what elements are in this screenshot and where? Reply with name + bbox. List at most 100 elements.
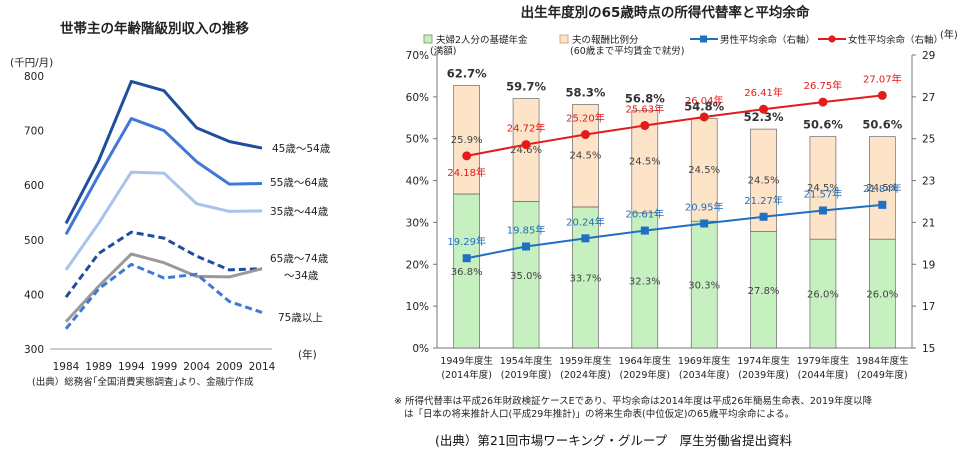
female-value-label: 26.75年: [804, 79, 843, 92]
bar-basic-pension-label: 35.0%: [510, 271, 542, 282]
left-x-axis-label: (年): [298, 348, 317, 361]
bar-basic-pension-label: 26.0%: [807, 290, 839, 301]
left-series-line: [64, 230, 263, 299]
left-series-line: [64, 262, 263, 330]
bar-basic-pension: [750, 231, 777, 349]
bar-basic-pension: [631, 212, 659, 349]
right-left-tick-label: 20%: [406, 259, 429, 271]
bar-total-label: 59.7%: [506, 80, 546, 94]
legend-marker-female: [828, 35, 836, 43]
female-marker: [818, 97, 828, 107]
left-series-line: [64, 117, 263, 236]
bar-basic-pension-label: 26.0%: [866, 290, 898, 301]
female-value-label: 24.18年: [447, 166, 486, 179]
x-category-sublabel: (2029年度): [620, 369, 671, 381]
x-category-sublabel: (2039年度): [738, 369, 789, 381]
left-x-tick-label: 2009: [216, 361, 243, 373]
legend-label-earnings: 夫の報酬比例分: [572, 34, 639, 46]
right-left-tick-label: 30%: [406, 217, 429, 229]
x-category-sublabel: (2044年度): [798, 369, 849, 381]
right-right-tick-label: 23: [922, 176, 935, 188]
bar-earnings: [572, 104, 599, 208]
bar-basic-pension: [453, 193, 480, 349]
left-chart-title: 世帯主の年齢階級別収入の推移: [60, 20, 249, 37]
x-category-label: 1974年度生: [737, 355, 790, 367]
legend-sub-basic-pension: (満額): [430, 45, 456, 57]
bar-earnings: [809, 136, 837, 240]
male-value-label: 21.27年: [744, 194, 783, 207]
left-series-line: [64, 79, 263, 225]
female-marker: [462, 151, 472, 161]
female-marker: [877, 90, 887, 100]
bar-earnings-label: 24.5%: [688, 165, 720, 176]
left-source-note: (出典）総務省｢全国消費実態調査｣より、金融庁作成: [32, 377, 254, 388]
right-chart-title: 出生年度別の65歳時点の所得代替率と平均余命: [521, 4, 810, 21]
male-value-label: 19.29年: [447, 235, 486, 248]
male-marker: [581, 234, 590, 243]
female-value-label: 26.41年: [744, 86, 783, 99]
male-value-label: 21.84年: [863, 182, 902, 195]
right-right-tick-label: 27: [922, 92, 935, 104]
bar-earnings-label: 24.5%: [570, 151, 602, 162]
x-category-sublabel: (2014年度): [441, 369, 492, 381]
right-left-tick-label: 50%: [406, 134, 429, 146]
right-right-tick-label: 17: [922, 301, 935, 313]
legend-sub-earnings: (60歳まで平均賃金で就労): [570, 45, 685, 57]
male-marker: [818, 206, 827, 215]
left-y-tick-label: 400: [24, 289, 44, 301]
right-footnote-2: は「日本の将来推計人口(平成29年推計)」の将来生命表(中位仮定)の65歳平均余…: [404, 409, 795, 420]
male-marker: [700, 219, 709, 228]
male-value-label: 20.61年: [625, 208, 664, 221]
left-y-axis-label: (千円/月): [10, 57, 53, 69]
left-x-tick-label: 1984: [53, 361, 80, 373]
male-value-label: 20.24年: [566, 215, 605, 228]
bar-earnings-label: 24.5%: [807, 183, 839, 194]
x-category-sublabel: (2024年度): [560, 369, 611, 381]
male-value-label: 20.95年: [685, 200, 724, 213]
left-x-tick-label: 1989: [85, 361, 112, 373]
x-category-label: 1979年度生: [797, 355, 850, 367]
bar-basic-pension: [869, 238, 896, 349]
bar-earnings-label: 25.9%: [451, 135, 483, 146]
bar-total-label: 58.3%: [565, 85, 605, 99]
right-left-tick-label: 70%: [406, 50, 429, 62]
left-series-line: [64, 170, 263, 271]
legend-label-male: 男性平均余命（右軸）: [720, 34, 815, 46]
legend-swatch-earnings: [559, 34, 569, 44]
legend-label-basic-pension: 夫婦2人分の基礎年金: [436, 34, 528, 46]
right-right-tick-label: 29: [922, 50, 935, 62]
bar-earnings: [690, 118, 718, 222]
female-marker: [580, 130, 590, 140]
bar-basic-pension: [512, 201, 540, 349]
x-category-sublabel: (2049年度): [857, 369, 908, 381]
right-left-tick-label: 60%: [406, 92, 429, 104]
bar-basic-pension: [572, 206, 599, 349]
x-category-label: 1984年度生: [856, 355, 909, 367]
female-value-label: 24.72年: [507, 122, 546, 135]
bar-earnings-label: 24.5%: [629, 157, 661, 168]
bar-earnings-label: 24.6%: [510, 145, 542, 156]
bar-basic-pension-label: 36.8%: [451, 267, 483, 278]
right-left-tick-label: 40%: [406, 176, 429, 188]
female-life-expectancy-line: [466, 94, 883, 157]
female-marker: [699, 112, 709, 122]
left-series-label: 55歳～64歳: [270, 177, 329, 189]
bar-earnings: [453, 85, 480, 195]
legend-label-female: 女性平均余命（右軸）: [848, 34, 943, 46]
right-footnote-1: ※ 所得代替率は平成26年財政検証ケースEであり、平均余命は2014年度は平成2…: [394, 396, 873, 407]
bar-total-label: 50.6%: [862, 118, 902, 132]
bar-total-label: 52.3%: [744, 110, 784, 124]
female-value-label: 26.04年: [685, 94, 724, 107]
x-category-sublabel: (2019年度): [501, 369, 552, 381]
right-left-tick-label: 0%: [412, 343, 429, 355]
male-marker: [878, 200, 887, 209]
bar-basic-pension: [690, 220, 718, 349]
legend-marker-male: [700, 35, 707, 43]
male-life-expectancy-line: [466, 203, 883, 260]
left-y-tick-label: 500: [24, 235, 44, 247]
right-right-tick-label: 25: [922, 134, 935, 146]
x-category-label: 1954年度生: [500, 355, 553, 367]
female-value-label: 25.20年: [566, 112, 605, 125]
